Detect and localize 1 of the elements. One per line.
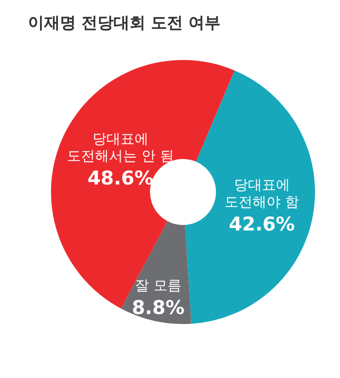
chart-title: 이재명 전당대회 도전 여부 (28, 13, 221, 32)
